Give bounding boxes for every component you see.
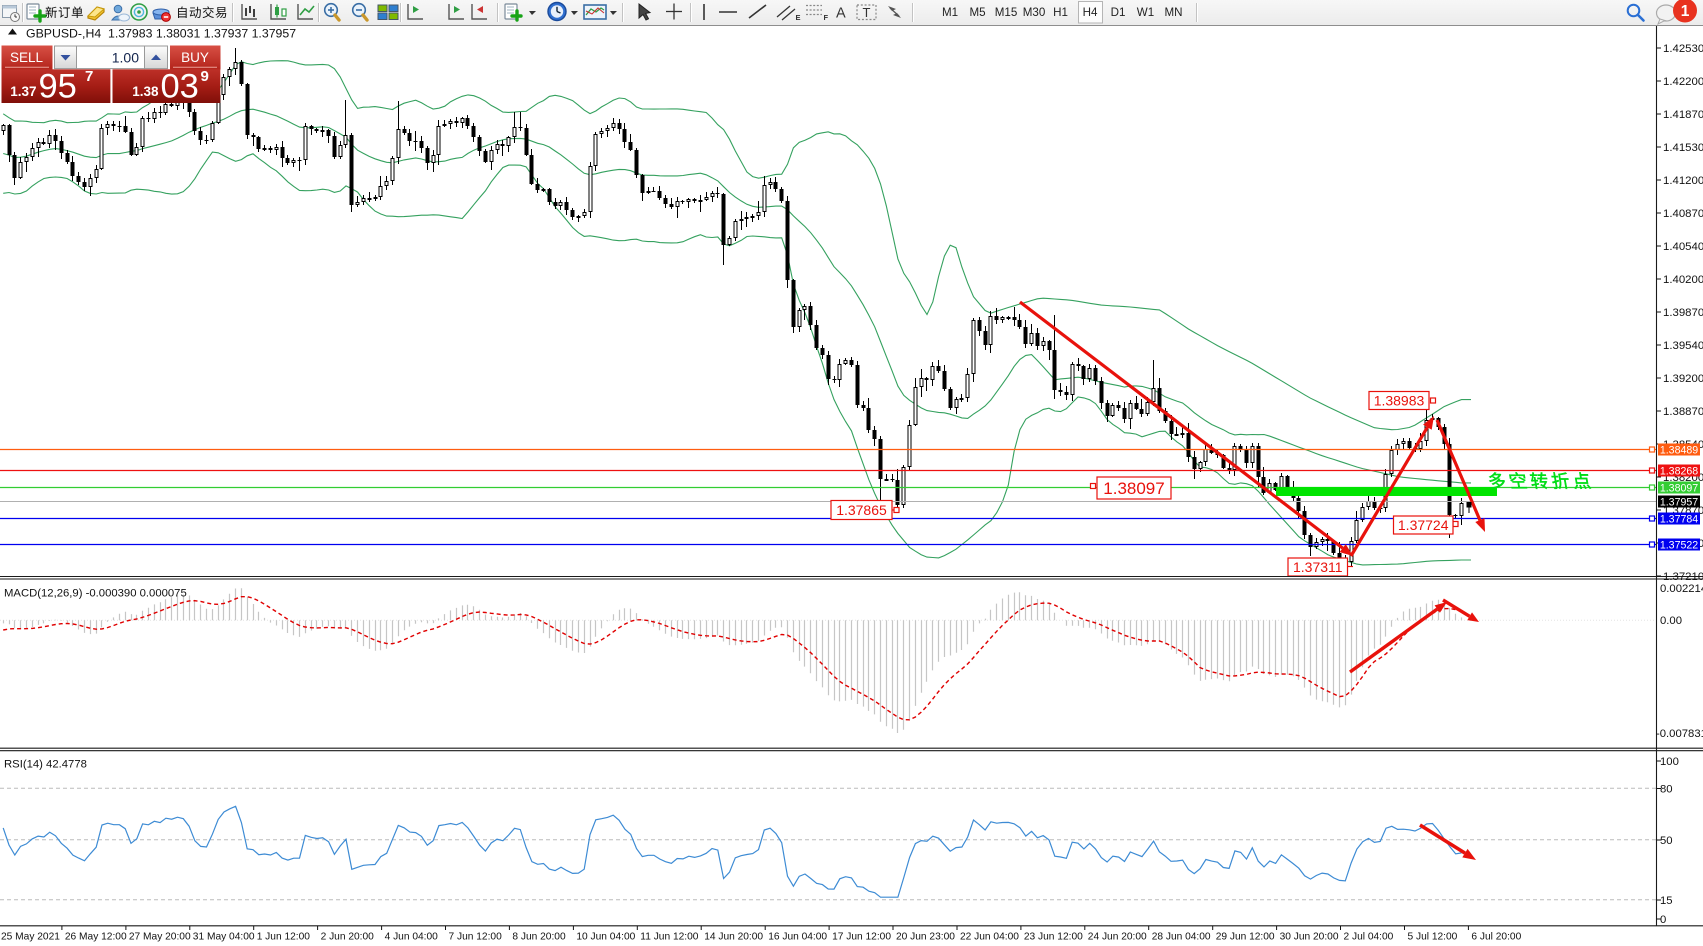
svg-text:100: 100 bbox=[1660, 756, 1679, 768]
svg-text:T: T bbox=[863, 5, 871, 20]
svg-text:14 Jun 20:00: 14 Jun 20:00 bbox=[704, 932, 763, 943]
svg-text:4 Jun 04:00: 4 Jun 04:00 bbox=[385, 932, 439, 943]
svg-text:1.38489: 1.38489 bbox=[1660, 444, 1698, 456]
svg-text:17 Jun 12:00: 17 Jun 12:00 bbox=[832, 932, 891, 943]
svg-text:0: 0 bbox=[1660, 914, 1666, 926]
svg-text:1.37724: 1.37724 bbox=[1398, 517, 1449, 533]
svg-text:BUY: BUY bbox=[181, 50, 209, 65]
svg-text:28 Jun 04:00: 28 Jun 04:00 bbox=[1152, 932, 1211, 943]
svg-text:16 Jun 04:00: 16 Jun 04:00 bbox=[768, 932, 827, 943]
svg-text:7: 7 bbox=[85, 68, 93, 85]
svg-text:1.41200: 1.41200 bbox=[1663, 175, 1703, 187]
svg-text:1.37957: 1.37957 bbox=[1660, 496, 1698, 508]
svg-text:A: A bbox=[836, 6, 846, 22]
svg-text:50: 50 bbox=[1660, 835, 1673, 847]
svg-text:1.38097: 1.38097 bbox=[1660, 482, 1698, 494]
svg-text:D1: D1 bbox=[1111, 6, 1126, 19]
svg-text:1.00: 1.00 bbox=[112, 50, 139, 66]
svg-text:1.39540: 1.39540 bbox=[1663, 340, 1703, 352]
svg-text:M30: M30 bbox=[1023, 6, 1046, 19]
svg-text:2 Jun 20:00: 2 Jun 20:00 bbox=[321, 932, 375, 943]
svg-text:1: 1 bbox=[1681, 3, 1690, 20]
svg-text:2 Jul 04:00: 2 Jul 04:00 bbox=[1344, 932, 1394, 943]
svg-text:1.38983: 1.38983 bbox=[1374, 393, 1425, 409]
svg-text:M5: M5 bbox=[969, 6, 985, 19]
svg-text:10 Jun 04:00: 10 Jun 04:00 bbox=[576, 932, 635, 943]
svg-text:80: 80 bbox=[1660, 784, 1673, 796]
svg-text:SELL: SELL bbox=[10, 50, 44, 65]
svg-text:1.38097: 1.38097 bbox=[1103, 479, 1164, 498]
svg-text:95: 95 bbox=[39, 68, 77, 106]
svg-text:1.37: 1.37 bbox=[10, 84, 36, 99]
svg-text:8 Jun 20:00: 8 Jun 20:00 bbox=[512, 932, 566, 943]
svg-text:1.42200: 1.42200 bbox=[1663, 76, 1703, 88]
svg-text:M15: M15 bbox=[995, 6, 1018, 19]
svg-text:0.002214: 0.002214 bbox=[1660, 583, 1703, 595]
svg-text:20 Jun 23:00: 20 Jun 23:00 bbox=[896, 932, 955, 943]
svg-text:1.37522: 1.37522 bbox=[1660, 539, 1698, 551]
svg-text:1 Jun 12:00: 1 Jun 12:00 bbox=[257, 932, 311, 943]
svg-text:1.37784: 1.37784 bbox=[1660, 513, 1698, 525]
svg-text:1.37865: 1.37865 bbox=[836, 502, 887, 518]
svg-text:MACD(12,26,9) -0.000390 0.0000: MACD(12,26,9) -0.000390 0.000075 bbox=[4, 588, 187, 600]
svg-text:GBPUSD-,H4 1.37983 1.38031 1.: GBPUSD-,H4 1.37983 1.38031 1.37937 1.379… bbox=[26, 27, 296, 41]
svg-text:1.40870: 1.40870 bbox=[1663, 208, 1703, 220]
svg-text:1.41530: 1.41530 bbox=[1663, 142, 1703, 154]
svg-text:1.42530: 1.42530 bbox=[1663, 43, 1703, 55]
svg-text:1.38870: 1.38870 bbox=[1663, 406, 1703, 418]
svg-text:27 May 20:00: 27 May 20:00 bbox=[129, 932, 191, 943]
svg-text:25 May 2021: 25 May 2021 bbox=[1, 932, 60, 943]
svg-text:H1: H1 bbox=[1053, 6, 1068, 19]
svg-text:29 Jun 12:00: 29 Jun 12:00 bbox=[1216, 932, 1275, 943]
svg-text:26 May 12:00: 26 May 12:00 bbox=[65, 932, 127, 943]
svg-text:E: E bbox=[796, 13, 801, 22]
svg-text:1.38268: 1.38268 bbox=[1660, 465, 1698, 477]
svg-text:1.39870: 1.39870 bbox=[1663, 307, 1703, 319]
svg-text:03: 03 bbox=[161, 68, 199, 106]
svg-text:1.38: 1.38 bbox=[132, 84, 159, 99]
svg-text:1.37210: 1.37210 bbox=[1663, 571, 1703, 583]
svg-text:24 Jun 20:00: 24 Jun 20:00 bbox=[1088, 932, 1147, 943]
svg-text:-0.007831: -0.007831 bbox=[1656, 728, 1703, 740]
svg-text:23 Jun 12:00: 23 Jun 12:00 bbox=[1024, 932, 1083, 943]
svg-text:MN: MN bbox=[1164, 6, 1182, 19]
svg-text:RSI(14) 42.4778: RSI(14) 42.4778 bbox=[4, 759, 87, 771]
svg-text:M1: M1 bbox=[942, 6, 958, 19]
svg-text:0.00: 0.00 bbox=[1660, 615, 1682, 627]
svg-text:F: F bbox=[824, 13, 829, 22]
svg-text:5 Jul 12:00: 5 Jul 12:00 bbox=[1408, 932, 1458, 943]
svg-text:1.39200: 1.39200 bbox=[1663, 373, 1703, 385]
svg-text:6 Jul 20:00: 6 Jul 20:00 bbox=[1471, 932, 1521, 943]
svg-text:H4: H4 bbox=[1083, 6, 1098, 19]
svg-text:22 Jun 04:00: 22 Jun 04:00 bbox=[960, 932, 1019, 943]
svg-text:1.41870: 1.41870 bbox=[1663, 109, 1703, 121]
svg-text:1.40200: 1.40200 bbox=[1663, 274, 1703, 286]
svg-text:11 Jun 12:00: 11 Jun 12:00 bbox=[640, 932, 698, 943]
svg-text:1.37311: 1.37311 bbox=[1293, 559, 1343, 575]
svg-text:1.40540: 1.40540 bbox=[1663, 241, 1703, 253]
svg-text:31 May 04:00: 31 May 04:00 bbox=[193, 932, 255, 943]
svg-text:15: 15 bbox=[1660, 895, 1673, 907]
svg-text:7 Jun 12:00: 7 Jun 12:00 bbox=[449, 932, 503, 943]
svg-text:9: 9 bbox=[201, 68, 209, 85]
svg-text:30 Jun 20:00: 30 Jun 20:00 bbox=[1280, 932, 1339, 943]
svg-text:W1: W1 bbox=[1137, 6, 1154, 19]
